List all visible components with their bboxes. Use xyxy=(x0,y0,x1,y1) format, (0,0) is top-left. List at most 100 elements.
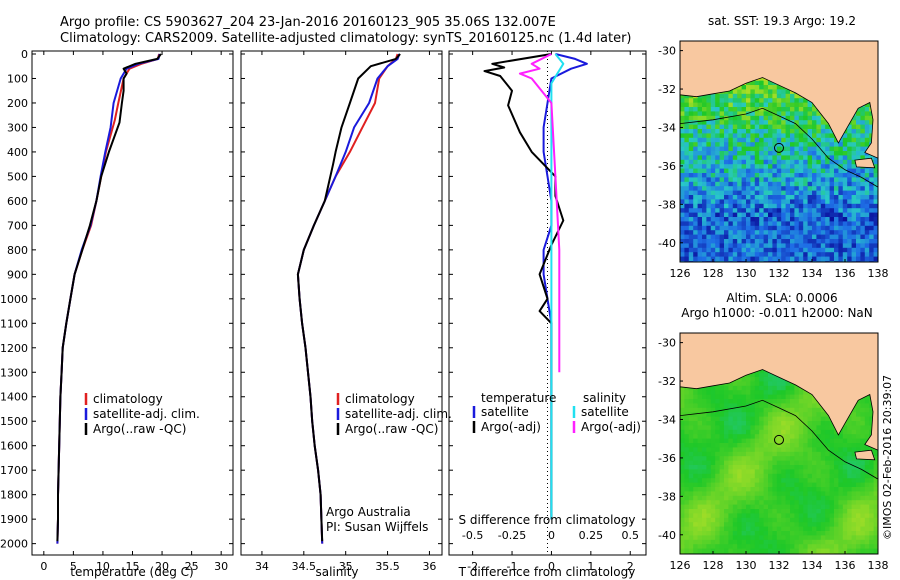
map-pixel xyxy=(768,504,773,510)
map-pixel xyxy=(768,124,773,130)
map-pixel xyxy=(803,230,809,236)
map-pixel xyxy=(856,137,861,143)
map-pixel xyxy=(794,469,800,475)
map-pixel xyxy=(807,473,813,479)
map-pixel xyxy=(759,76,765,82)
map-pixel xyxy=(684,539,690,545)
map-pixel xyxy=(768,137,773,143)
map-pixel xyxy=(693,487,699,492)
map-pixel xyxy=(715,199,721,205)
map-pixel xyxy=(873,221,878,227)
map-pixel xyxy=(754,381,760,387)
map-pixel xyxy=(737,155,743,161)
map-pixel xyxy=(688,173,694,178)
map-pixel xyxy=(838,155,844,161)
depth-tick-label: 1400 xyxy=(0,391,28,404)
map-pixel xyxy=(834,177,839,183)
map-pixel xyxy=(776,120,782,126)
map-pixel xyxy=(710,221,716,227)
map-pixel xyxy=(816,155,822,161)
map-pixel xyxy=(684,535,690,541)
map-pixel xyxy=(759,239,765,244)
map-pixel xyxy=(772,544,778,550)
map-pixel xyxy=(741,526,747,532)
map-pixel xyxy=(768,142,773,148)
map-pixel xyxy=(750,230,756,236)
map-pixel xyxy=(776,482,782,488)
map-pixel xyxy=(798,526,804,532)
map-pixel xyxy=(785,217,791,222)
map-pixel xyxy=(754,407,760,413)
map-pixel xyxy=(772,159,778,165)
map-pixel xyxy=(754,115,760,121)
map-pixel xyxy=(864,434,870,440)
map-pixel xyxy=(737,199,743,205)
map-pixel xyxy=(746,487,751,492)
map-pixel xyxy=(781,460,787,466)
map-pixel xyxy=(746,111,751,117)
map-pixel xyxy=(684,403,690,409)
map-pixel xyxy=(794,124,800,130)
map-pixel xyxy=(776,478,782,484)
map-pixel xyxy=(763,482,769,488)
map-pixel xyxy=(838,243,844,249)
map-pixel xyxy=(847,513,853,519)
depth-tick-label: 400 xyxy=(7,146,28,159)
map-pixel xyxy=(746,544,751,550)
map-pixel xyxy=(772,177,778,183)
map-pixel xyxy=(710,239,716,244)
map-pixel xyxy=(719,107,725,112)
map-pixel xyxy=(719,425,725,431)
map-pixel xyxy=(680,115,685,121)
map-pixel xyxy=(732,177,738,183)
map-pixel xyxy=(715,124,721,130)
map-pixel xyxy=(807,522,813,528)
map-pixel xyxy=(759,509,765,514)
map-pixel xyxy=(825,535,831,541)
map-pixel xyxy=(754,451,760,457)
map-pixel xyxy=(772,451,778,457)
map-pixel xyxy=(816,447,822,453)
map-pixel xyxy=(750,456,756,462)
map-pixel xyxy=(719,447,725,453)
map-pixel xyxy=(697,500,703,506)
map-pixel xyxy=(842,230,848,236)
map-pixel xyxy=(737,469,743,475)
map-pixel xyxy=(847,421,853,426)
map-pixel xyxy=(803,186,809,192)
map-pixel xyxy=(772,548,778,554)
map-pixel xyxy=(772,522,778,528)
map-pixel xyxy=(710,168,716,174)
map-pixel xyxy=(807,142,813,148)
map-pixel xyxy=(794,155,800,161)
map-pixel xyxy=(737,517,743,523)
map-pixel xyxy=(798,159,804,165)
map-pixel xyxy=(724,548,729,554)
map-pixel xyxy=(746,89,751,95)
map-pixel xyxy=(688,491,694,497)
map-pixel xyxy=(768,443,773,448)
map-pixel xyxy=(768,173,773,178)
map-pixel xyxy=(772,208,778,214)
map-pixel xyxy=(768,509,773,514)
map-pixel xyxy=(754,107,760,112)
map-pixel xyxy=(825,539,831,545)
map-pixel xyxy=(710,203,716,209)
map-pixel xyxy=(763,247,769,253)
map-pixel xyxy=(807,447,813,453)
map-pixel xyxy=(812,443,817,448)
depth-tick-label: 500 xyxy=(7,170,28,183)
map-pixel xyxy=(684,421,690,426)
map-pixel xyxy=(873,195,878,200)
map-pixel xyxy=(856,173,861,178)
map-pixel xyxy=(741,487,747,492)
map-pixel xyxy=(715,164,721,170)
map-pixel xyxy=(873,535,878,541)
map-pixel xyxy=(812,509,817,514)
map-pixel xyxy=(820,186,826,192)
map-pixel xyxy=(741,177,747,183)
map-pixel xyxy=(763,522,769,528)
map-pixel xyxy=(838,168,844,174)
map-pixel xyxy=(860,504,866,510)
map-pixel xyxy=(820,429,826,435)
